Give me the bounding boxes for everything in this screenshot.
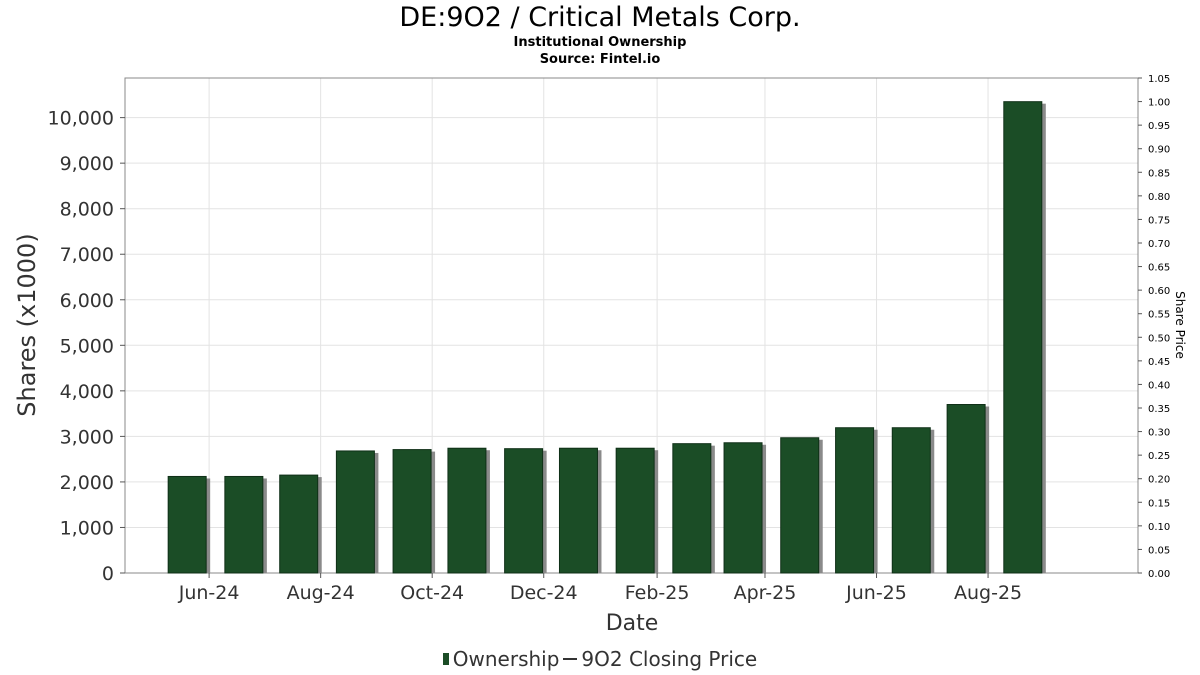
ownership-bar [835, 427, 875, 574]
ownership-bar [335, 450, 375, 574]
x-tick-label: Feb-25 [625, 582, 690, 604]
y2-tick-label: 0.45 [1148, 357, 1170, 368]
y-axis-left: 0 1,000 2,000 3,000 4,000 5,000 6,000 7,000 8,00… [48, 108, 125, 585]
y2-tick-label: 0.95 [1148, 121, 1170, 132]
y2-tick-label: 0.60 [1148, 286, 1170, 297]
ownership-bar [672, 443, 712, 574]
y2-tick-label: 0.65 [1148, 263, 1170, 274]
y-tick-label: 8,000 [60, 199, 114, 221]
ownership-bar [946, 404, 986, 574]
y2-tick-label: 0.20 [1148, 475, 1170, 486]
ownership-bar [167, 475, 207, 574]
x-tick-label: Dec-24 [510, 582, 578, 604]
x-tick-label: Oct-24 [400, 582, 464, 604]
x-axis-label: Date [606, 611, 659, 636]
legend-ownership-label: Ownership [452, 647, 560, 671]
ownership-bar [780, 437, 820, 574]
legend: Ownership 9O2 Closing Price [0, 647, 1200, 671]
y2-tick-label: 0.35 [1148, 404, 1170, 415]
y-axis-label: Shares (x1000) [13, 233, 41, 416]
x-tick-label: Aug-24 [287, 582, 355, 604]
legend-price-line [563, 658, 578, 660]
ownership-bar [279, 474, 319, 574]
ownership-bar [447, 447, 487, 574]
chart-title: DE:9O2 / Critical Metals Corp. [399, 2, 801, 33]
legend-ownership-swatch [442, 653, 449, 665]
y-tick-label: 9,000 [60, 153, 114, 175]
ownership-bar [224, 475, 264, 574]
x-tick-label: Aug-25 [954, 582, 1022, 604]
ownership-bar [558, 447, 598, 574]
y2-tick-label: 0.10 [1148, 522, 1170, 533]
y-tick-label: 3,000 [60, 426, 114, 448]
y2-tick-label: 0.85 [1148, 168, 1170, 179]
ownership-bar [1003, 101, 1043, 574]
y-tick-label: 5,000 [60, 335, 114, 357]
y2-tick-label: 0.15 [1148, 498, 1170, 509]
ownership-bar [504, 448, 544, 574]
ownership-bar [723, 442, 763, 574]
y2-tick-label: 0.75 [1148, 215, 1170, 226]
y-tick-label: 0 [102, 563, 114, 585]
y2-tick-label: 1.05 [1148, 74, 1170, 85]
y2-tick-label: 0.90 [1148, 145, 1170, 156]
y2-tick-label: 0.50 [1148, 333, 1170, 344]
y-tick-label: 7,000 [60, 244, 114, 266]
x-axis: Jun-24 Aug-24 Oct-24 Dec-24 Feb-25 Apr-25 Jun-… [178, 573, 1022, 604]
y2-tick-label: 0.05 [1148, 545, 1170, 556]
y-tick-label: 2,000 [60, 472, 114, 494]
ownership-bar [392, 449, 432, 574]
chart-subtitle-2: Source: Fintel.io [539, 52, 661, 67]
y2-tick-label: 1.00 [1148, 98, 1170, 109]
y-tick-label: 6,000 [60, 290, 114, 312]
y2-tick-label: 0.70 [1148, 239, 1170, 250]
y-tick-label: 4,000 [60, 381, 114, 403]
legend-price-label: 9O2 Closing Price [581, 647, 758, 671]
y2-tick-label: 0.25 [1148, 451, 1170, 462]
y-axis-right: 0.00 0.05 0.10 0.15 0.20 0.25 0.30 0.35 0.40 0.45… [1138, 74, 1170, 580]
chart-subtitle-1: Institutional Ownership [513, 35, 687, 50]
ownership-bar [891, 427, 931, 574]
ownership-bar [615, 447, 655, 574]
y2-tick-label: 0.80 [1148, 192, 1170, 203]
y-tick-label: 1,000 [60, 517, 114, 539]
y2-axis-label: Share Price [1173, 291, 1187, 359]
y2-tick-label: 0.30 [1148, 428, 1170, 439]
y2-tick-label: 0.00 [1148, 569, 1170, 580]
x-tick-label: Jun-24 [178, 582, 240, 604]
y2-tick-label: 0.40 [1148, 380, 1170, 391]
x-tick-label: Jun-25 [845, 582, 907, 604]
y2-tick-label: 0.55 [1148, 310, 1170, 321]
y-tick-label: 10,000 [48, 108, 114, 130]
bars [167, 101, 1046, 574]
x-tick-label: Apr-25 [734, 582, 797, 604]
